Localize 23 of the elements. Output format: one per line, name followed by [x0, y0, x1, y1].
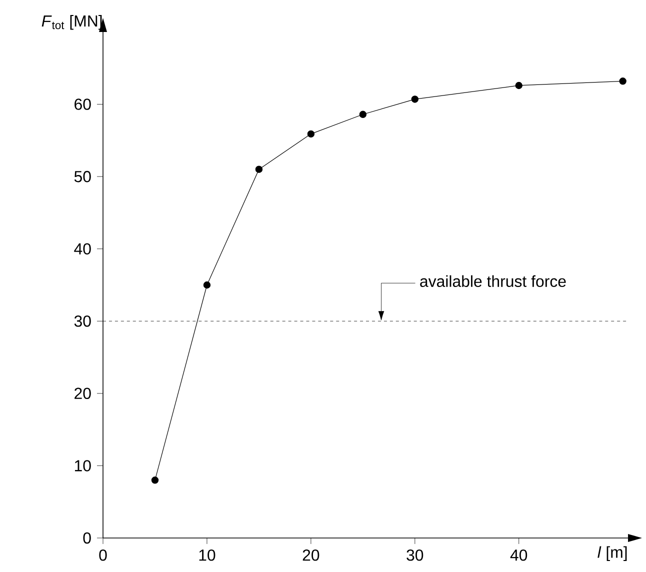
x-tick-label: 20	[302, 550, 320, 561]
x-tick-label: 30	[406, 550, 424, 561]
y-tick-label: 0	[83, 532, 91, 544]
point	[359, 110, 367, 118]
point	[307, 130, 315, 138]
point	[203, 281, 211, 289]
x-axis-title: l [m]	[598, 546, 627, 562]
x-tick-label: 0	[99, 550, 107, 561]
x-tick-label: 10	[199, 550, 216, 561]
y-tick-label: 20	[74, 388, 91, 400]
point	[255, 166, 263, 173]
ref-line-label: available thrust force	[420, 275, 566, 287]
y-tick-label: 10	[74, 460, 91, 472]
point	[151, 476, 159, 484]
point	[411, 96, 418, 103]
y-tick-label: 30	[74, 315, 91, 327]
point	[619, 78, 626, 85]
y-axis-title: F$_{tot}$ [MN]	[42, 14, 102, 30]
y-tick-label: 60	[74, 98, 91, 110]
y-tick-label: 50	[74, 170, 91, 182]
x-tick-label: 40	[510, 550, 528, 561]
y-tick-label: 40	[74, 243, 91, 254]
point	[515, 82, 522, 90]
